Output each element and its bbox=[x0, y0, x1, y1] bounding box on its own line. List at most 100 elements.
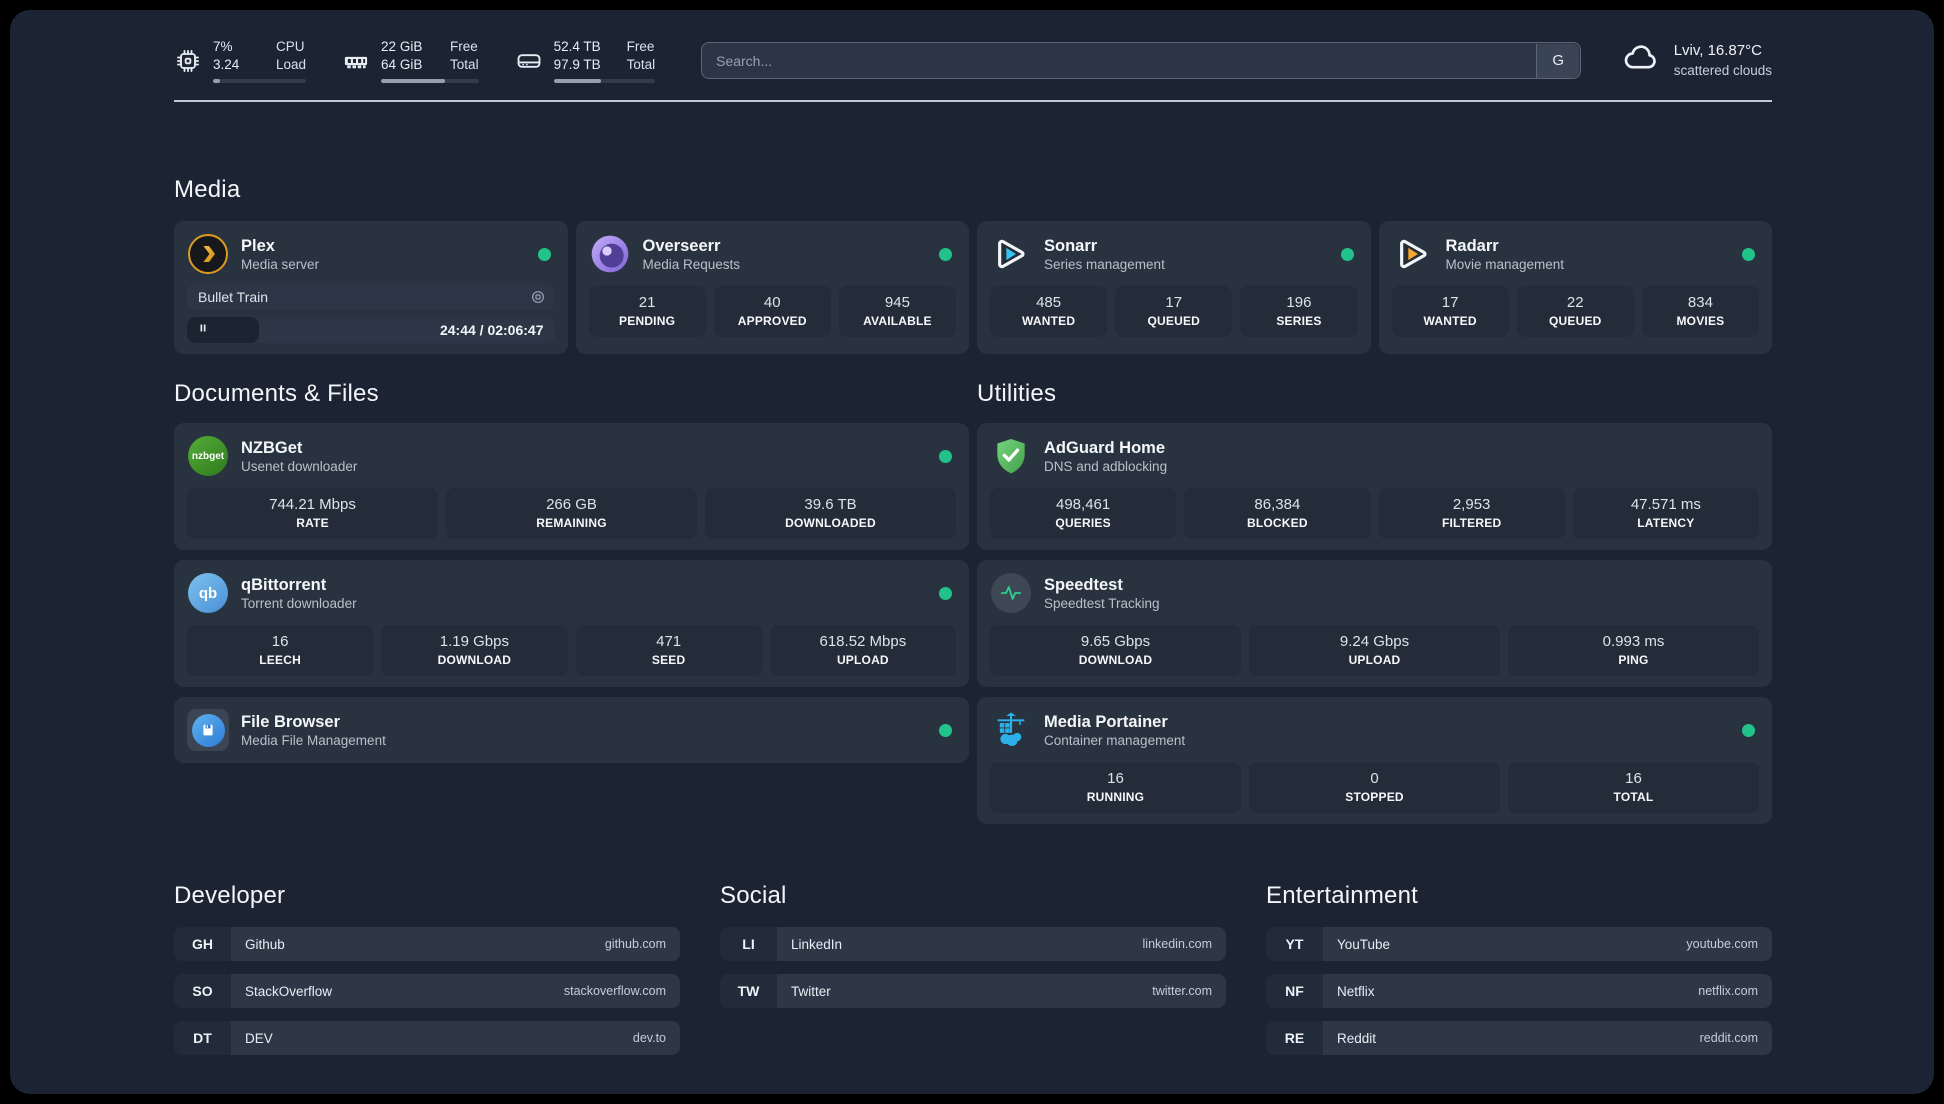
service-description: DNS and adblocking bbox=[1044, 458, 1168, 474]
pause-icon bbox=[197, 321, 209, 339]
service-description: Usenet downloader bbox=[241, 458, 358, 474]
service-name: Plex bbox=[241, 236, 275, 255]
service-card-speedtest[interactable]: Speedtest Speedtest Tracking 9.65 Gbps D… bbox=[977, 560, 1772, 687]
service-card-plex[interactable]: Plex Media server Bullet Train bbox=[174, 221, 568, 354]
bookmark-abbr: RE bbox=[1266, 1021, 1323, 1055]
cloud-icon bbox=[1621, 38, 1661, 83]
service-name: File Browser bbox=[241, 712, 341, 731]
file-browser-icon bbox=[187, 709, 229, 751]
bookmark-name: Netflix bbox=[1337, 983, 1375, 999]
bookmark-url: stackoverflow.com bbox=[563, 984, 666, 998]
plex-now-playing: Bullet Train bbox=[187, 284, 555, 343]
bookmark-youtube[interactable]: YT YouTube youtube.com bbox=[1266, 927, 1772, 961]
service-description: Container management bbox=[1044, 732, 1186, 748]
section-title-utilities: Utilities bbox=[977, 380, 1057, 407]
bookmark-url: github.com bbox=[604, 937, 666, 951]
bookmark-group-title: Entertainment bbox=[1266, 882, 1419, 909]
section-utilities: Utilities bbox=[977, 380, 1772, 824]
now-playing-title: Bullet Train bbox=[198, 289, 269, 305]
weather-widget: Lviv, 16.87°C scattered clouds bbox=[1621, 38, 1772, 83]
stat-tile: 2,953 FILTERED bbox=[1378, 488, 1565, 539]
cpu-progress-bar bbox=[213, 78, 307, 83]
bookmark-github[interactable]: GH Github github.com bbox=[174, 927, 680, 961]
search-provider-button[interactable]: G bbox=[1536, 43, 1580, 78]
dashboard: 7% 3.24 CPU Load bbox=[10, 10, 1934, 1094]
adguard-shield-icon bbox=[990, 435, 1032, 477]
bookmark-url: youtube.com bbox=[1686, 937, 1758, 951]
status-dot bbox=[1340, 247, 1354, 261]
playback-time: 24:44 / 02:06:47 bbox=[439, 322, 544, 338]
service-name: Speedtest bbox=[1044, 575, 1123, 594]
bookmark-abbr: DT bbox=[174, 1021, 231, 1055]
bookmark-linkedin[interactable]: LI LinkedIn linkedin.com bbox=[720, 927, 1226, 961]
system-stats: 7% 3.24 CPU Load bbox=[174, 38, 656, 83]
status-dot bbox=[1742, 247, 1755, 261]
cpu-icon bbox=[174, 47, 202, 75]
bookmark-url: netflix.com bbox=[1698, 984, 1758, 998]
status-dot bbox=[939, 247, 952, 261]
search-input[interactable] bbox=[701, 42, 1581, 79]
service-card-radarr[interactable]: Radarr Movie management 17 WANTED 22 QUE… bbox=[1378, 221, 1772, 354]
cpu-stat: 7% 3.24 CPU Load bbox=[174, 38, 307, 83]
stat-tile: 485 WANTED bbox=[990, 286, 1108, 337]
disk-stat: 52.4 TB 97.9 TB Free Total bbox=[515, 38, 656, 83]
portainer-icon bbox=[990, 709, 1032, 751]
cpu-usage: 7% bbox=[213, 39, 233, 55]
service-card-qbittorrent[interactable]: qb qBittorrent Torrent downloader 16 LEE… bbox=[174, 560, 969, 687]
memory-label-top: Free bbox=[450, 39, 478, 55]
header-divider bbox=[174, 100, 1772, 102]
disk-progress-bar bbox=[553, 78, 656, 83]
bookmark-name: Twitter bbox=[791, 983, 831, 999]
service-card-media-portainer[interactable]: Media Portainer Container management 16 … bbox=[977, 697, 1772, 824]
service-description: Media server bbox=[241, 256, 320, 272]
section-title-documents: Documents & Files bbox=[174, 380, 379, 407]
section-title-media: Media bbox=[174, 176, 241, 203]
bookmark-netflix[interactable]: NF Netflix netflix.com bbox=[1266, 974, 1772, 1008]
service-description: Movie management bbox=[1445, 256, 1565, 272]
weather-condition: scattered clouds bbox=[1673, 62, 1772, 78]
memory-stat: 22 GiB 64 GiB Free Total bbox=[342, 38, 479, 83]
stat-tile: 0.993 ms PING bbox=[1508, 625, 1759, 676]
stat-tile: 945 AVAILABLE bbox=[838, 286, 957, 337]
search-bar: G bbox=[701, 42, 1581, 79]
status-dot bbox=[939, 449, 952, 463]
stat-tile: 16 RUNNING bbox=[990, 762, 1241, 813]
status-dot bbox=[939, 723, 952, 737]
bookmark-stackoverflow[interactable]: SO StackOverflow stackoverflow.com bbox=[174, 974, 680, 1008]
service-name: Radarr bbox=[1445, 236, 1499, 255]
sonarr-icon bbox=[990, 233, 1032, 275]
bookmark-abbr: LI bbox=[720, 927, 777, 961]
stat-tile: 471 SEED bbox=[575, 625, 762, 676]
top-bar: 7% 3.24 CPU Load bbox=[174, 38, 1772, 83]
memory-progress-bar bbox=[381, 78, 479, 83]
stat-tile: 744.21 Mbps RATE bbox=[187, 488, 438, 539]
bookmark-name: Github bbox=[245, 936, 285, 952]
bookmark-twitter[interactable]: TW Twitter twitter.com bbox=[720, 974, 1226, 1008]
section-documents-files: Documents & Files nzbget NZBGet Usenet d… bbox=[174, 380, 969, 824]
bookmark-reddit[interactable]: RE Reddit reddit.com bbox=[1266, 1021, 1772, 1055]
service-name: Overseerr bbox=[642, 236, 721, 255]
disk-free: 52.4 TB bbox=[553, 39, 601, 55]
service-card-nzbget[interactable]: nzbget NZBGet Usenet downloader 744.21 M… bbox=[174, 423, 969, 550]
bookmark-abbr: SO bbox=[174, 974, 231, 1008]
service-card-overseerr[interactable]: Overseerr Media Requests 21 PENDING 40 A… bbox=[575, 221, 969, 354]
bookmark-url: twitter.com bbox=[1152, 984, 1212, 998]
radarr-icon bbox=[1392, 233, 1434, 275]
bookmark-name: StackOverflow bbox=[245, 983, 333, 999]
bookmark-url: linkedin.com bbox=[1142, 937, 1212, 951]
bookmark-group-developer: Developer GH Github github.com SO StackO… bbox=[174, 882, 680, 1055]
bookmark-group-entertainment: Entertainment YT YouTube youtube.com NF … bbox=[1266, 882, 1772, 1055]
nzbget-icon: nzbget bbox=[187, 435, 229, 477]
service-card-sonarr[interactable]: Sonarr Series management 485 WANTED 17 Q… bbox=[977, 221, 1371, 354]
stat-tile: 9.24 Gbps UPLOAD bbox=[1249, 625, 1500, 676]
service-card-file-browser[interactable]: File Browser Media File Management bbox=[174, 697, 969, 763]
service-description: Speedtest Tracking bbox=[1044, 595, 1160, 611]
bookmark-abbr: YT bbox=[1266, 927, 1323, 961]
service-card-adguard-home[interactable]: AdGuard Home DNS and adblocking 498,461 … bbox=[977, 423, 1772, 550]
stat-tile: 266 GB REMAINING bbox=[446, 488, 697, 539]
qbittorrent-icon: qb bbox=[187, 572, 229, 614]
bookmark-dev[interactable]: DT DEV dev.to bbox=[174, 1021, 680, 1055]
bookmark-abbr: GH bbox=[174, 927, 231, 961]
bookmark-group-title: Developer bbox=[174, 882, 286, 909]
service-description: Media File Management bbox=[241, 732, 386, 748]
